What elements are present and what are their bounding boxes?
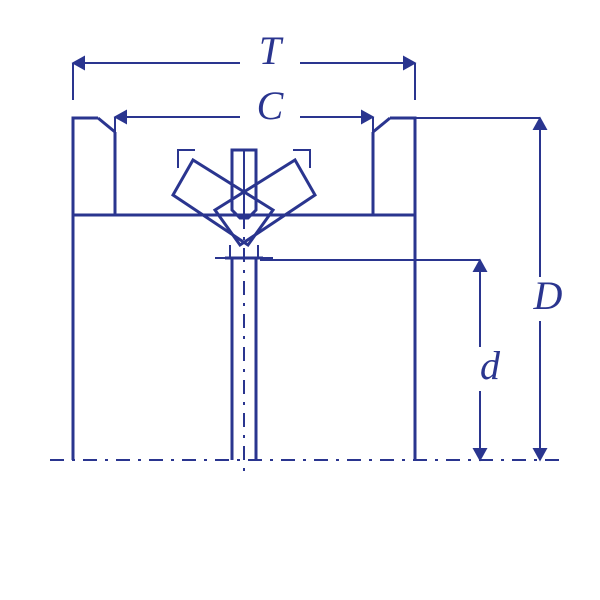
label-D: D [533, 273, 563, 318]
cup-left-flange [73, 118, 98, 215]
label-T: T [259, 28, 284, 73]
bearing-cross-section-diagram: TC Dd [0, 0, 600, 600]
label-C: C [257, 83, 285, 128]
cage-notch [215, 245, 230, 258]
cup-right-flange [390, 118, 415, 215]
cup-right-lip [373, 118, 390, 132]
label-d: d [480, 343, 501, 388]
roller-right [173, 160, 273, 245]
cage-notch [258, 245, 273, 258]
cup-left-lip [98, 118, 115, 132]
